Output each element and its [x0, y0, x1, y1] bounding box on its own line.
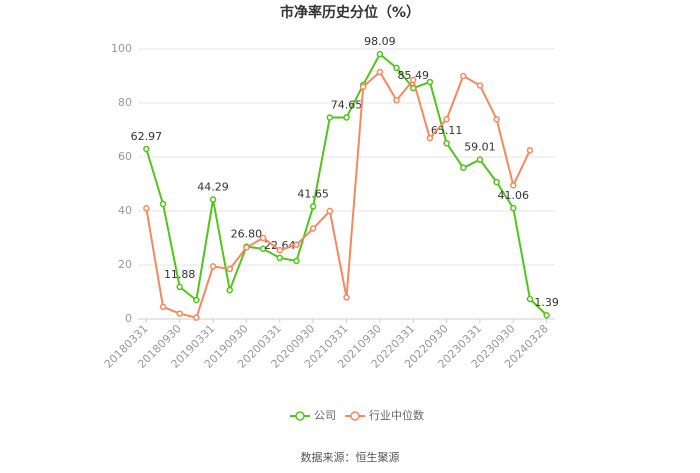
point [443, 115, 450, 123]
point [293, 257, 300, 265]
legend-marker [295, 411, 305, 421]
point [226, 265, 233, 273]
value-label: 26.80 [231, 228, 263, 241]
value-label: 62.97 [131, 130, 163, 143]
chart-title: 市净率历史分位（%） [280, 4, 420, 21]
value-label: 98.09 [364, 35, 396, 48]
point [326, 207, 334, 215]
point [243, 244, 250, 251]
value-label: 59.01 [464, 141, 496, 154]
point [226, 286, 233, 294]
point [426, 78, 434, 86]
point [326, 114, 334, 121]
point [276, 246, 284, 254]
point [543, 311, 550, 319]
y-tick-label: 100 [111, 42, 132, 55]
point [143, 145, 150, 153]
point [159, 200, 167, 208]
point [526, 147, 534, 154]
value-label: 74.65 [331, 98, 363, 111]
value-label: 11.88 [164, 268, 196, 281]
point [293, 241, 300, 248]
value-label: 1.39 [534, 296, 559, 309]
point [376, 68, 384, 76]
point [409, 76, 417, 84]
point [493, 178, 500, 186]
y-tick-label: 60 [118, 150, 132, 163]
point [309, 203, 317, 210]
y-tick-label: 40 [118, 204, 132, 217]
point [193, 314, 200, 321]
point [276, 254, 284, 262]
point [259, 234, 267, 242]
point [359, 83, 367, 91]
point [476, 156, 484, 163]
value-label: 41.06 [498, 189, 530, 202]
point [493, 115, 500, 123]
y-tick-label: 80 [118, 96, 132, 109]
point [526, 295, 534, 303]
point [343, 114, 350, 121]
legend-label: 行业中位数 [369, 408, 424, 422]
legend-marker [350, 411, 360, 421]
point [343, 294, 350, 301]
value-label: 44.29 [197, 180, 229, 193]
point [209, 196, 217, 203]
point [143, 205, 150, 212]
value-label: 85.49 [397, 69, 429, 82]
point [510, 204, 517, 212]
point [460, 164, 467, 172]
point [443, 139, 450, 147]
point [309, 225, 317, 232]
y-tick-label: 0 [125, 312, 132, 325]
point [393, 97, 400, 104]
source: 数据来源：恒生聚源 [301, 450, 400, 464]
point [510, 182, 517, 189]
point [209, 263, 217, 270]
point [159, 303, 167, 311]
point [259, 245, 267, 253]
point [476, 82, 484, 89]
point [460, 72, 467, 80]
legend-label: 公司 [314, 409, 336, 422]
point [426, 134, 434, 142]
point [193, 296, 200, 304]
point [376, 50, 384, 58]
point [176, 283, 183, 291]
point [393, 64, 400, 72]
point [176, 310, 183, 317]
value-label: 41.65 [297, 188, 329, 201]
y-tick-label: 20 [118, 258, 132, 271]
